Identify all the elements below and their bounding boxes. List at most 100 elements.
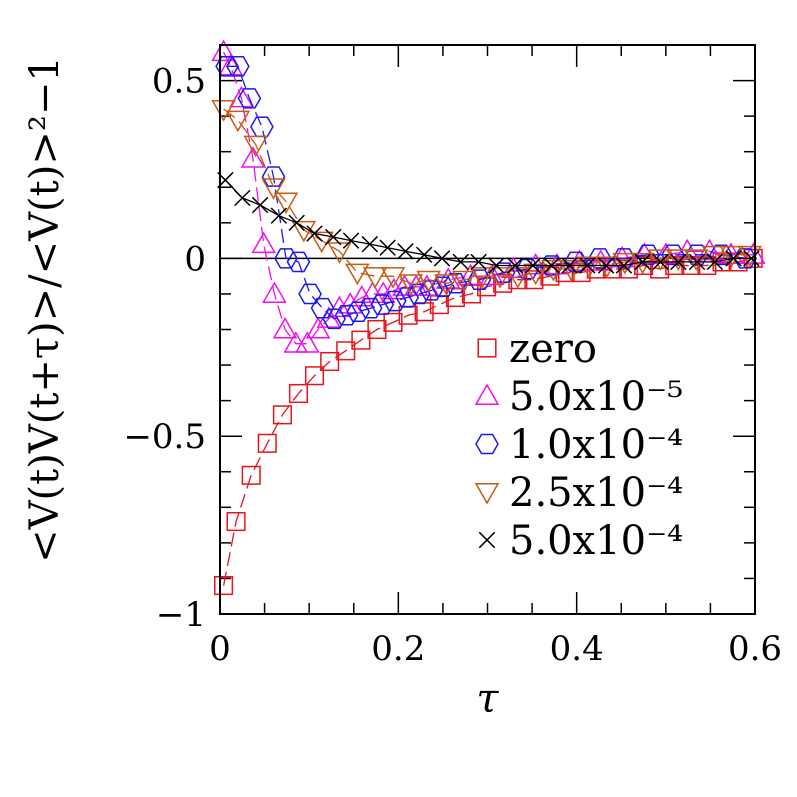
data-point (337, 292, 363, 314)
data-point (272, 405, 292, 425)
data-point (594, 256, 620, 278)
data-point (361, 235, 379, 253)
data-point (327, 295, 352, 318)
data-point (272, 316, 298, 339)
data-point (666, 249, 691, 271)
data-point (325, 228, 342, 246)
data-point (234, 189, 251, 207)
data-point (336, 341, 356, 361)
data-point (488, 257, 505, 274)
data-point (241, 465, 261, 485)
data-point (561, 257, 578, 274)
data-point (295, 331, 320, 353)
legend-marker (477, 338, 497, 358)
y-tick-label: −0.5 (123, 417, 206, 457)
data-point (633, 255, 654, 276)
data-point (434, 274, 459, 296)
data-point (309, 231, 334, 254)
data-point (214, 576, 234, 596)
data-point (491, 262, 516, 283)
data-point (415, 246, 433, 264)
series-line (224, 179, 752, 267)
data-point (270, 207, 288, 224)
data-point (419, 280, 444, 301)
data-point (351, 330, 371, 350)
data-point (211, 100, 236, 122)
data-point (286, 251, 311, 273)
data-point (261, 178, 286, 200)
legend-label: 5.0x10⁻⁴ (509, 518, 683, 564)
x-tick-label: 0.6 (728, 629, 782, 669)
data-point (452, 270, 477, 293)
data-point (416, 270, 441, 293)
data-point (670, 253, 687, 271)
x-tick-label: 0.2 (371, 629, 425, 669)
data-point (367, 319, 387, 340)
data-point (251, 231, 276, 254)
data-point (524, 270, 544, 290)
data-point (743, 250, 760, 267)
data-point (683, 249, 709, 271)
data-point (398, 274, 424, 296)
data-point (273, 192, 299, 214)
tick-labels: 0 0.2 0.4 0.6 −1 −0.5 0 0.5 (123, 62, 782, 669)
data-point (218, 53, 243, 76)
data-point (725, 250, 742, 267)
data-point (288, 383, 309, 404)
data-point (257, 433, 277, 453)
data-series (211, 39, 766, 596)
y-axis-label: <V(t)V(t+τ)>/<V(t)>²−1 (22, 56, 68, 563)
x-tick-label: 0 (209, 629, 231, 669)
data-point (435, 267, 461, 289)
data-point (576, 256, 602, 278)
data-point (237, 88, 262, 109)
series-line (227, 65, 746, 320)
legend-label: zero (509, 326, 597, 372)
data-point (358, 297, 383, 319)
series-line (223, 51, 754, 345)
data-point (487, 267, 513, 289)
data-point (467, 269, 492, 290)
data-point (225, 56, 250, 77)
data-point (304, 366, 325, 386)
data-point (288, 214, 305, 232)
data-point (283, 331, 309, 353)
data-point (225, 110, 251, 133)
legend-marker (478, 531, 496, 549)
legend-marker (474, 383, 500, 405)
x-tick-label: 0.4 (550, 629, 604, 669)
data-point (380, 267, 406, 289)
data-point (493, 273, 513, 293)
data-point (211, 39, 236, 62)
data-point (559, 260, 584, 282)
data-point (226, 511, 246, 532)
data-point (597, 257, 615, 274)
data-point (334, 304, 359, 326)
data-point (362, 267, 388, 289)
data-point (251, 196, 269, 214)
data-point (653, 242, 679, 264)
data-point (240, 146, 266, 168)
plot-frame (219, 44, 756, 615)
series-4 (217, 171, 760, 274)
data-point (587, 248, 612, 269)
data-point (470, 253, 487, 271)
data-point (612, 252, 638, 275)
legend-marker (474, 483, 500, 505)
data-point (395, 287, 420, 308)
data-point (706, 253, 724, 271)
data-point (397, 243, 414, 260)
data-point (652, 253, 669, 271)
data-point (543, 257, 560, 274)
data-point (506, 257, 524, 274)
data-point (305, 316, 331, 339)
data-point (298, 283, 322, 305)
data-point (688, 253, 706, 271)
data-point (306, 225, 323, 242)
data-point (634, 253, 651, 271)
data-point (615, 257, 633, 274)
legend-label: 1.0x10⁻⁴ (509, 422, 683, 468)
data-point (648, 249, 673, 271)
data-point (636, 244, 660, 266)
